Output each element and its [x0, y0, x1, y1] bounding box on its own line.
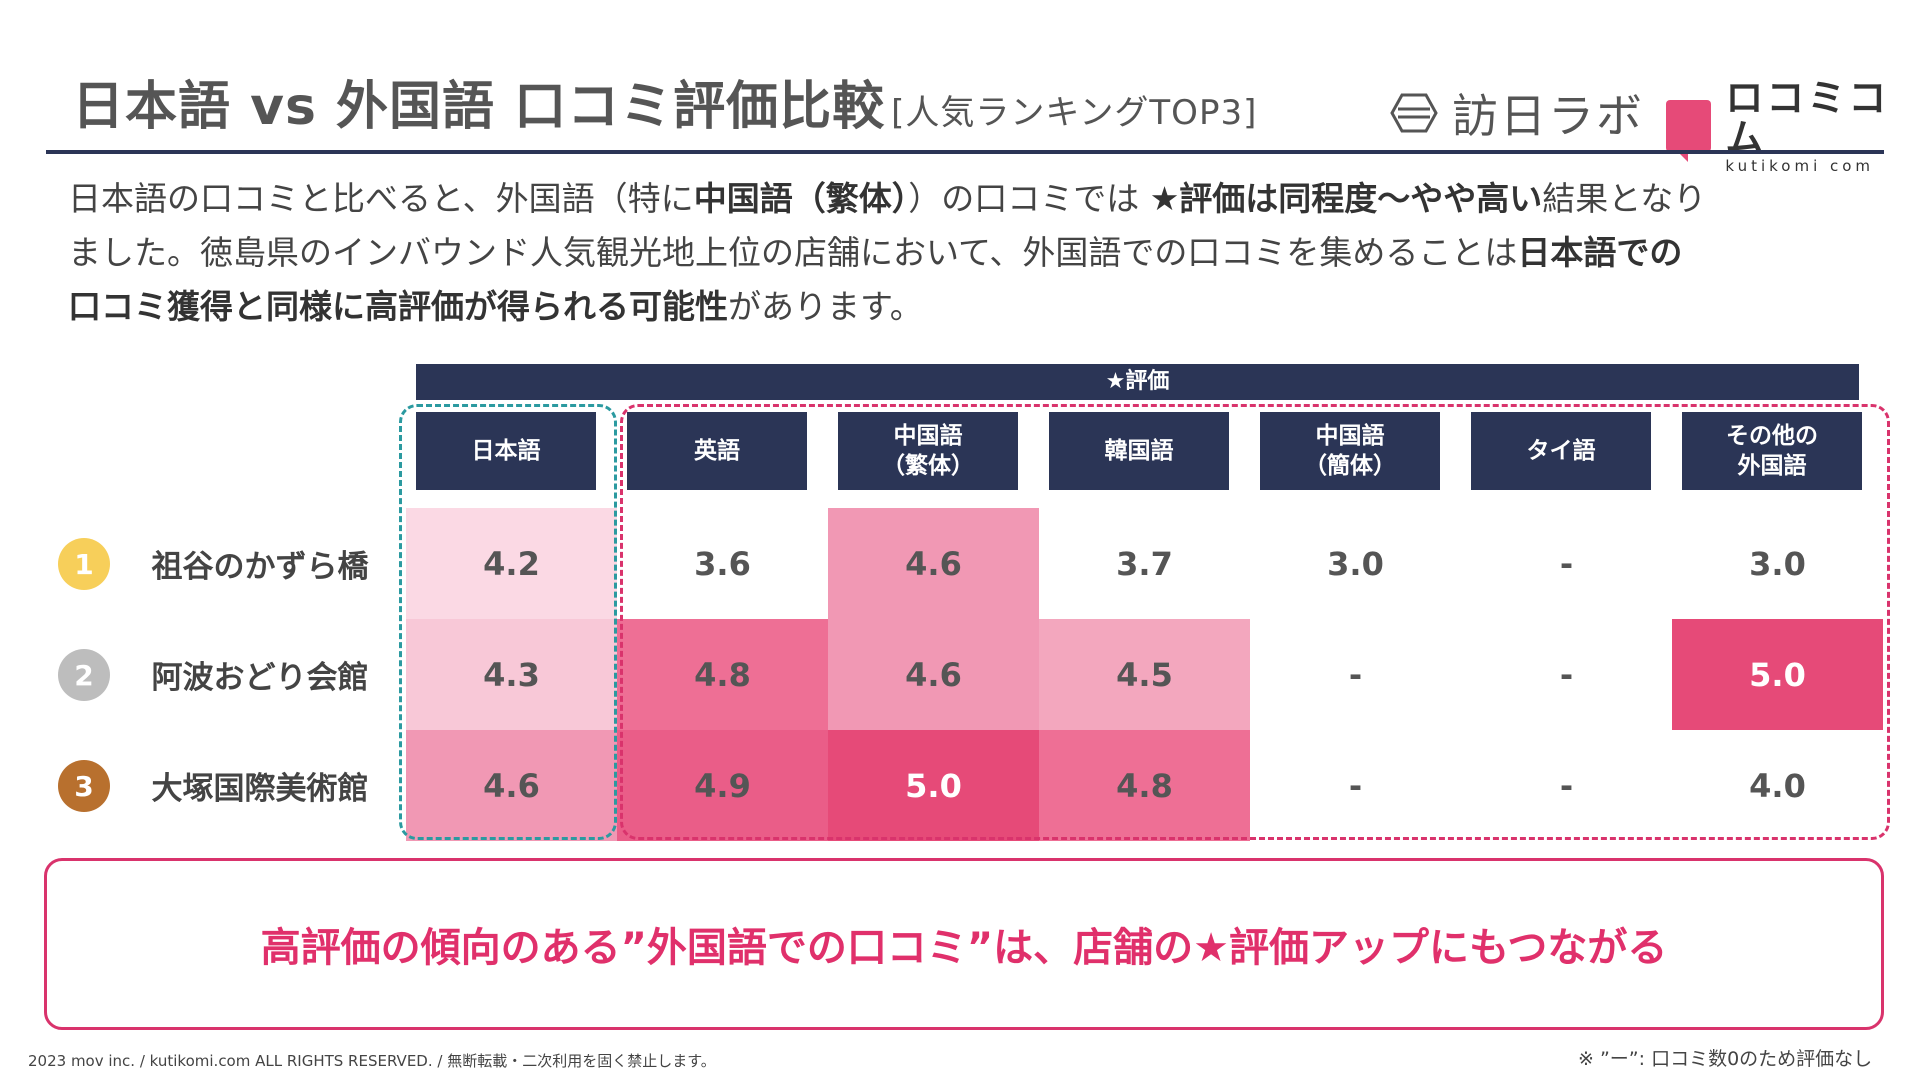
table-cell: 4.6: [828, 619, 1039, 730]
intro-text: ）の口コミでは: [908, 179, 1150, 218]
table-cell: 3.0: [1327, 544, 1384, 583]
intro-bold: ★評価は同程度〜やや高い: [1149, 179, 1543, 218]
rank-badge: 1: [58, 538, 110, 590]
table-cell: 4.8: [1039, 730, 1250, 841]
table-cell: 4.8: [617, 619, 828, 730]
copyright-footer: 2023 mov inc. / kutikomi.com ALL RIGHTS …: [28, 1052, 716, 1070]
table-cell: 3.6: [694, 544, 751, 583]
hexagon-logo-icon: [1390, 93, 1438, 133]
intro-text: があります。: [728, 287, 923, 326]
logo-right-small: kutikomi com: [1725, 157, 1875, 175]
intro-paragraph: 日本語の口コミと比べると、外国語（特に中国語（繁体））の口コミでは ★評価は同程…: [68, 172, 1848, 334]
callout-text: 高評価の傾向のある”外国語での口コミ”は、店舗の★評価アップにもつながる: [260, 925, 1668, 971]
row-label: 祖谷のかずら橋: [151, 549, 369, 585]
intro-text: 日本語の口コミと比べると、外国語（特に: [68, 179, 694, 218]
japanese-group-outline: [399, 404, 617, 840]
table-cell: 4.0: [1749, 766, 1806, 805]
column-header-other: その他の 外国語: [1682, 412, 1862, 490]
table-cell: 5.0: [1672, 619, 1883, 730]
logo-left-text: 訪日ラボ: [1452, 89, 1644, 143]
intro-text: ました。徳島県のインバウンド人気観光地上位の店舗において、外国語での口コミを集め…: [68, 233, 1518, 272]
table-cell: 3.7: [1116, 544, 1173, 583]
table-cell: 4.2: [406, 508, 617, 619]
intro-bold: 日本語での: [1517, 233, 1683, 272]
dash-legend-note: ※ ”ー”: 口コミ数0のため評価なし: [1578, 1048, 1873, 1070]
column-header-japanese: 日本語: [416, 412, 596, 490]
logo-right-big: ロコミコム: [1725, 76, 1890, 160]
header-rule: [46, 150, 1884, 154]
title-main: 日本語 vs 外国語 口コミ評価比較: [72, 77, 886, 137]
table-cell: -: [1559, 766, 1574, 805]
row-label: 阿波おどり会館: [151, 660, 369, 696]
table-cell: 3.0: [1749, 544, 1806, 583]
intro-bold: 口コミ獲得と同様に高評価が得られる可能性: [68, 287, 728, 326]
table-cell: 4.5: [1039, 619, 1250, 730]
row-label: 大塚国際美術館: [151, 771, 369, 807]
kutikomi-logo: ロコミコム kutikomi com: [1666, 78, 1919, 174]
intro-bold: 中国語（繁体）: [693, 179, 909, 218]
page-title: 日本語 vs 外国語 口コミ評価比較 [人気ランキングTOP3]: [72, 64, 1257, 139]
table-cell: 4.3: [406, 619, 617, 730]
speech-bubble-icon: [1666, 100, 1712, 162]
table-cell: -: [1559, 655, 1574, 694]
foreign-group-outline: [620, 404, 1890, 840]
table-cell: 4.9: [617, 730, 828, 841]
table-cell: 4.6: [406, 730, 617, 841]
column-header-chinese-simplified: 中国語 （簡体）: [1260, 412, 1440, 490]
title-sub: [人気ランキングTOP3]: [891, 93, 1258, 133]
column-header-korean: 韓国語: [1049, 412, 1229, 490]
column-header-english: 英語: [627, 412, 807, 490]
table-cell: -: [1348, 655, 1363, 694]
conclusion-callout: 高評価の傾向のある”外国語での口コミ”は、店舗の★評価アップにもつながる: [44, 858, 1884, 1030]
column-header-thai: タイ語: [1471, 412, 1651, 490]
houjin-lab-logo: 訪日ラボ: [1390, 80, 1644, 146]
rank-badge: 2: [58, 649, 110, 701]
table-cell: 5.0: [828, 730, 1039, 841]
table-cell: 4.6: [828, 508, 1039, 619]
rank-badge: 3: [58, 760, 110, 812]
rating-header: ★評価: [416, 364, 1859, 400]
intro-text: 結果となり: [1542, 179, 1707, 218]
table-cell: -: [1348, 766, 1363, 805]
table-cell: -: [1559, 544, 1574, 583]
column-header-chinese-traditional: 中国語 （繁体）: [838, 412, 1018, 490]
